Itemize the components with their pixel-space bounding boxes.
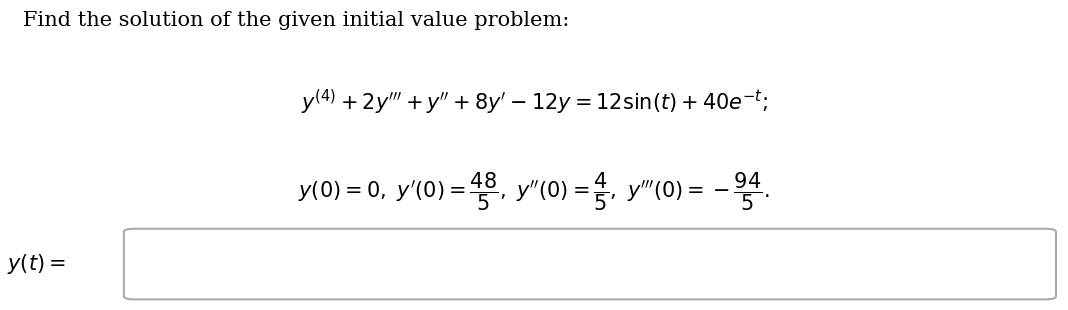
Text: $y(t) =$: $y(t) =$ bbox=[6, 252, 65, 276]
Text: Find the solution of the given initial value problem:: Find the solution of the given initial v… bbox=[22, 11, 569, 30]
Text: $y(0) = 0,\ y'(0) = \dfrac{48}{5},\ y''(0) = \dfrac{4}{5},\ y'''(0) = -\dfrac{94: $y(0) = 0,\ y'(0) = \dfrac{48}{5},\ y''(… bbox=[298, 170, 770, 213]
Text: $y^{(4)} + 2y''' + y'' + 8y' - 12y = 12\sin(t) + 40e^{-t};$: $y^{(4)} + 2y''' + y'' + 8y' - 12y = 12\… bbox=[300, 87, 768, 117]
FancyBboxPatch shape bbox=[124, 229, 1056, 299]
